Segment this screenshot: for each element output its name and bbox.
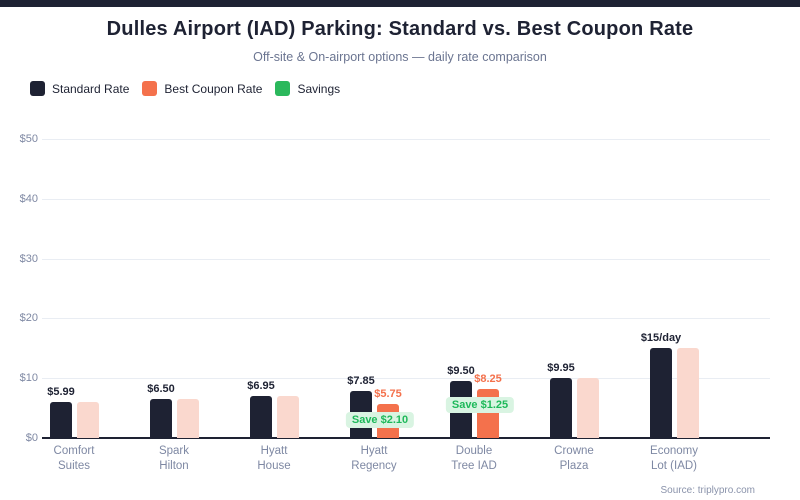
bar-standard bbox=[550, 378, 572, 438]
legend-label: Standard Rate bbox=[52, 81, 130, 96]
value-label-standard: $6.50 bbox=[147, 383, 175, 396]
gridline bbox=[42, 198, 770, 200]
legend-item-standard-rate: Standard Rate bbox=[30, 81, 129, 96]
y-tick-label: $0 bbox=[25, 432, 38, 444]
x-tick-label: Spark Hilton bbox=[158, 445, 190, 472]
legend: Standard Rate Best Coupon Rate Savings bbox=[30, 81, 340, 96]
source-attribution: Source: triplypro.com bbox=[660, 485, 755, 496]
bar-standard bbox=[250, 396, 272, 438]
y-tick-label: $10 bbox=[19, 372, 38, 385]
x-tick-label: Hyatt Regency bbox=[351, 445, 397, 472]
legend-item-best-coupon-rate: Best Coupon Rate bbox=[142, 81, 262, 96]
savings-badge: Save $1.25 bbox=[445, 396, 515, 413]
value-label-coupon: $8.25 bbox=[474, 372, 502, 385]
bar-coupon bbox=[677, 348, 699, 438]
legend-item-savings: Savings bbox=[275, 81, 340, 96]
x-axis-line bbox=[42, 437, 770, 439]
value-label-standard: $9.50 bbox=[447, 365, 475, 378]
x-tick-label: Double Tree IAD bbox=[451, 445, 497, 472]
value-label-standard: $5.99 bbox=[47, 386, 75, 399]
value-label-standard: $6.95 bbox=[247, 380, 275, 393]
top-accent-bar bbox=[0, 0, 800, 7]
value-label-standard: $7.85 bbox=[347, 375, 375, 388]
gridline bbox=[42, 139, 770, 140]
value-label-standard: $9.95 bbox=[547, 362, 575, 375]
legend-swatch bbox=[142, 81, 158, 96]
chart-subtitle: Off-site & On-airport options — daily ra… bbox=[253, 50, 547, 64]
bar-standard bbox=[650, 348, 672, 438]
y-tick-label: $30 bbox=[19, 252, 38, 265]
x-tick-label: Crowne Plaza bbox=[554, 445, 594, 472]
x-tick-label: Comfort Suites bbox=[53, 445, 95, 472]
bar-coupon bbox=[177, 399, 199, 438]
value-label-coupon: $5.75 bbox=[374, 387, 402, 400]
y-tick-label: $50 bbox=[19, 133, 38, 145]
gridline bbox=[42, 318, 770, 320]
chart-title: Dulles Airport (IAD) Parking: Standard v… bbox=[106, 18, 694, 40]
x-tick-label: Economy Lot (IAD) bbox=[650, 445, 698, 472]
bar-standard bbox=[150, 399, 172, 438]
y-tick-label: $20 bbox=[19, 312, 38, 325]
x-tick-label: Hyatt House bbox=[257, 445, 291, 472]
savings-badge: Save $2.10 bbox=[345, 411, 415, 428]
legend-label: Best Coupon Rate bbox=[164, 81, 263, 96]
bar-coupon bbox=[277, 396, 299, 438]
legend-swatch bbox=[30, 81, 45, 96]
y-tick-label: $40 bbox=[19, 192, 38, 205]
bar-coupon bbox=[577, 378, 599, 438]
gridline bbox=[42, 378, 770, 380]
value-label-standard: $15/day bbox=[640, 332, 682, 345]
gridline bbox=[42, 258, 770, 260]
legend-swatch bbox=[275, 81, 291, 96]
bar-coupon bbox=[77, 402, 99, 438]
bar-standard bbox=[50, 402, 72, 438]
legend-label: Savings bbox=[297, 81, 341, 96]
